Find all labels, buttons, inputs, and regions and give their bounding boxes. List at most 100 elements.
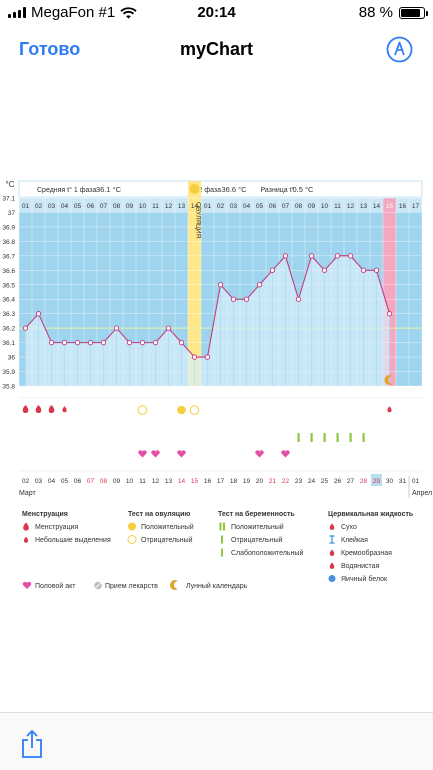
intercourse-icon (177, 450, 186, 458)
share-icon[interactable] (20, 729, 44, 759)
temp-diff-value: 0.5 °C (293, 185, 315, 194)
small-menstruation-icon (387, 406, 392, 413)
temperature-point (269, 267, 276, 273)
cervical-legend-item: Кремообразная (341, 549, 392, 557)
carrier-name: MegaFon #1 (31, 4, 116, 21)
cervical-legend-item: Клейкая (341, 536, 368, 544)
calendar-date-label: 20 (256, 478, 264, 485)
cycle-day-label: 06 (87, 203, 95, 210)
cycle-day-label: 04 (243, 203, 251, 210)
intercourse-icon (281, 450, 290, 458)
ovulation-test-legend-item: Отрицательный (141, 536, 193, 544)
pregnancy-test-weak-icon (310, 433, 313, 442)
cycle-day-label: 09 (308, 203, 316, 210)
temperature-point (256, 282, 263, 288)
menstruation-icon (22, 405, 29, 413)
calendar-date-label: 09 (113, 478, 121, 485)
temperature-point (321, 267, 328, 273)
temperature-point (230, 296, 237, 302)
cycle-day-label: 13 (178, 203, 186, 210)
y-tick-label: 36.2 (2, 326, 15, 333)
temperature-point (22, 325, 29, 331)
pregnancy-test-legend-item: Положительный (231, 523, 284, 531)
y-tick-label: 37.1 (2, 196, 15, 203)
temperature-point (347, 253, 354, 259)
ovulation-test-negative-icon (137, 405, 148, 415)
pregnancy-test-weak-icon (297, 433, 300, 442)
wifi-icon (120, 6, 137, 19)
cycle-day-label: 08 (113, 203, 121, 210)
menstruation-icon (35, 405, 42, 413)
temperature-point (152, 339, 159, 346)
cycle-day-label: 11 (334, 203, 341, 210)
temperature-point (87, 339, 94, 346)
cycle-day-label: 12 (165, 203, 173, 210)
pregnancy-test-weak-icon (349, 433, 352, 442)
calendar-date-label: 27 (347, 478, 355, 485)
signal-icon (8, 7, 26, 18)
cervical-legend-icon (328, 575, 336, 582)
cycle-day-label: 10 (321, 203, 329, 210)
y-tick-label: 36.3 (2, 311, 15, 318)
calendar-date-label: 13 (165, 478, 173, 485)
y-tick-label: 36.6 (2, 268, 15, 275)
temperature-point (295, 296, 302, 302)
y-tick-label: 36.5 (2, 282, 15, 289)
intercourse-legend-icon (22, 581, 32, 589)
markup-pen-icon[interactable] (386, 36, 413, 63)
pregnancy-test-weak-icon (362, 433, 365, 442)
menstruation-icon (48, 405, 55, 413)
pregnancy-legend-icon (223, 522, 225, 531)
temperature-point (126, 339, 133, 346)
pregnancy-test-weak-icon (323, 433, 326, 442)
cycle-day-label: 13 (360, 203, 368, 210)
calendar-date-label: 11 (139, 478, 146, 485)
cycle-day-label: 09 (126, 203, 134, 210)
cervical-legend-title: Цервикальная жидкость (328, 511, 414, 518)
pregnancy-test-legend-title: Тест на беременность (218, 510, 295, 518)
ovulation-test-legend-item: Положительный (141, 523, 194, 531)
menstruation-legend-item: Небольшие выделения (35, 536, 111, 544)
ovulation-test-legend-icon (128, 522, 136, 531)
cycle-day-label: 02 (35, 203, 43, 210)
bbt-chart-image: Средняя t° 1 фаза 36.1 °C 2 фаза 36.6 °C Раз… (0, 176, 433, 596)
moon-icon (384, 375, 393, 385)
cervical-legend-item: Яичный белок (341, 575, 388, 583)
cycle-day-label: 14 (373, 203, 381, 210)
intercourse-icon (255, 450, 264, 458)
cycle-day-label: 11 (152, 203, 159, 210)
intercourse-legend-label: Половой акт (35, 582, 76, 590)
calendar-date-label: 07 (87, 478, 95, 485)
temperature-point (139, 339, 146, 346)
avg-phase1-value: 36.1 °C (96, 185, 122, 194)
ovulation-test-positive-icon (177, 405, 186, 415)
temperature-point (178, 339, 185, 346)
temperature-point (100, 339, 107, 346)
battery-status: 88 % (359, 4, 428, 21)
calendar-date-label: 22 (282, 478, 290, 485)
y-tick-label: 36.8 (2, 239, 15, 246)
ovulation-test-legend-icon (127, 535, 137, 544)
temperature-point (61, 339, 68, 346)
calendar-date-label: 21 (269, 478, 277, 485)
pregnancy-legend-icon (221, 535, 223, 544)
intercourse-icon (138, 450, 147, 458)
temperature-point (386, 311, 393, 317)
cycle-day-label: 15 (386, 203, 394, 210)
calendar-date-label: 28 (360, 478, 368, 485)
y-tick-label: 35.8 (2, 384, 15, 391)
temperature-point (308, 253, 315, 259)
y-tick-label: 36 (8, 355, 16, 362)
temperature-point (217, 282, 224, 288)
pregnancy-test-legend-item: Слабоположительный (231, 549, 303, 557)
moon-calendar-legend-label: Лунный календарь (186, 582, 248, 590)
calendar-date-label: 19 (243, 478, 251, 485)
calendar-date-label: 05 (61, 478, 69, 485)
month-label: Март (19, 490, 37, 497)
menstruation-legend-icon (23, 522, 29, 531)
page-title: myChart (179, 39, 254, 59)
done-button[interactable]: Готово (19, 39, 81, 59)
cycle-day-label: 05 (256, 203, 264, 210)
cycle-day-label: 04 (61, 203, 69, 210)
calendar-date-label: 02 (22, 478, 30, 485)
